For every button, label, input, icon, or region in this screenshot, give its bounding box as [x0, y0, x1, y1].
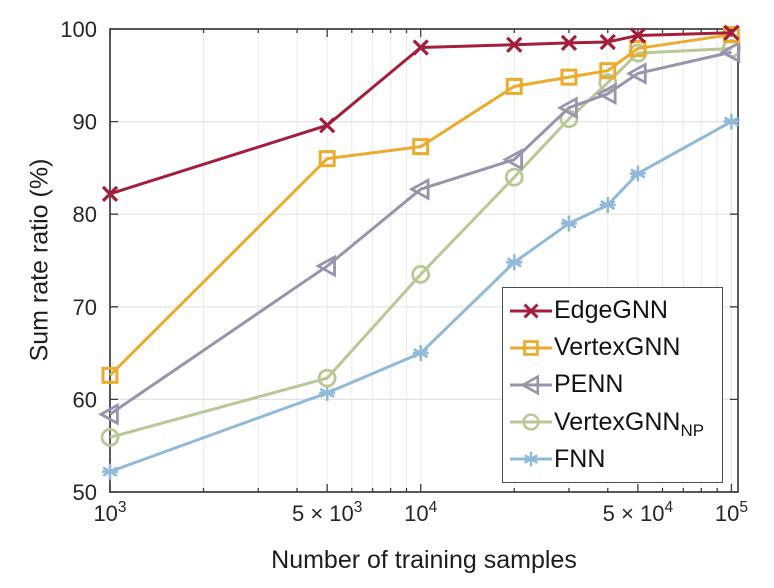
- marker-VertexGNN: [560, 68, 578, 86]
- marker-VertexGNN_NP: [504, 167, 524, 187]
- x-tick-label: 104: [404, 499, 437, 526]
- marker-FNN: [319, 384, 336, 401]
- y-tick-label: 50: [73, 480, 97, 505]
- legend-label-PENN: PENN: [554, 370, 624, 399]
- marker-VertexGNN: [101, 366, 119, 384]
- marker-FNN-legend: [523, 451, 539, 467]
- marker-VertexGNN: [318, 150, 336, 168]
- legend-label-VertexGNN: VertexGNN: [554, 333, 681, 362]
- y-tick-label: 60: [73, 387, 97, 412]
- legend-icon-svg: [510, 339, 552, 356]
- y-axis-label: Sum rate ratio (%): [25, 158, 54, 362]
- legend: EdgeGNN VertexGNN PENN VertexGNNNP FNN: [502, 287, 723, 483]
- marker-VertexGNN-legend: [523, 339, 539, 356]
- axis-ticks: [109, 28, 738, 493]
- marker-VertexGNN: [722, 26, 740, 44]
- marker-VertexGNN: [505, 77, 523, 95]
- marker-PENN: [98, 402, 119, 426]
- y-tick-label: 90: [73, 110, 97, 135]
- marker-VertexGNN_NP-legend: [522, 413, 540, 431]
- series-line-EdgeGNN: [109, 31, 732, 196]
- marker-VertexGNN_NP: [411, 264, 431, 284]
- axes-frame: [109, 28, 739, 493]
- legend-marker-icon-EdgeGNN: [509, 294, 553, 328]
- legend-marker-icon-PENN: [509, 368, 553, 402]
- legend-marker-icon-VertexGNN_NP: [509, 405, 553, 439]
- series-line-FNN: [109, 120, 733, 474]
- marker-EdgeGNN: [319, 117, 336, 134]
- series-VertexGNN: [101, 26, 740, 384]
- legend-label-EdgeGNN: EdgeGNN: [554, 296, 668, 325]
- marker-EdgeGNN: [560, 34, 578, 52]
- marker-PENN-legend: [520, 374, 540, 396]
- marker-EdgeGNN-legend: [523, 303, 539, 319]
- marker-FNN: [723, 113, 740, 130]
- marker-VertexGNN_NP: [559, 109, 579, 129]
- series-EdgeGNN: [101, 24, 740, 202]
- marker-EdgeGNN: [412, 39, 429, 56]
- legend-entry-FNN: FNN: [509, 441, 720, 477]
- legend-label-subscript: NP: [680, 420, 705, 440]
- marker-FNN: [412, 345, 429, 362]
- legend-entry-VertexGNN_NP: VertexGNNNP: [509, 404, 720, 440]
- marker-VertexGNN: [412, 138, 430, 156]
- legend-entry-EdgeGNN: EdgeGNN: [509, 293, 720, 329]
- marker-FNN: [102, 463, 118, 480]
- series-FNN: [102, 113, 740, 480]
- legend-label-FNN: FNN: [554, 444, 606, 473]
- legend-marker-icon-VertexGNN: [509, 331, 553, 365]
- marker-FNN: [599, 196, 616, 213]
- legend-label-VertexGNN_NP: VertexGNNNP: [554, 407, 705, 440]
- marker-PENN: [502, 148, 524, 171]
- legend-icon-svg: [510, 303, 552, 319]
- marker-VertexGNN: [629, 39, 647, 57]
- x-tick-label: 105: [715, 499, 748, 526]
- marker-VertexGNN_NP: [100, 427, 120, 447]
- series-line-VertexGNN: [108, 33, 732, 377]
- x-tick-label: 103: [93, 499, 126, 526]
- legend-entry-PENN: PENN: [509, 367, 720, 403]
- series-PENN: [98, 40, 741, 426]
- marker-VertexGNN_NP: [317, 368, 337, 388]
- x-tick-label: 5 × 103: [292, 499, 362, 526]
- y-tick-label: 70: [73, 295, 97, 320]
- marker-PENN: [408, 177, 430, 201]
- marker-EdgeGNN: [723, 24, 740, 41]
- marker-VertexGNN_NP: [598, 73, 618, 93]
- marker-FNN: [560, 215, 577, 232]
- marker-EdgeGNN: [629, 27, 647, 44]
- y-tick-label: 100: [60, 17, 97, 42]
- marker-EdgeGNN: [101, 185, 119, 202]
- legend-entry-VertexGNN: VertexGNN: [509, 330, 720, 366]
- legend-marker-icon-FNN: [509, 442, 553, 476]
- marker-FNN: [629, 165, 646, 182]
- marker-EdgeGNN: [506, 36, 523, 53]
- x-axis-label: Number of training samples: [271, 546, 577, 574]
- marker-PENN: [625, 62, 647, 85]
- marker-PENN: [595, 82, 617, 106]
- legend-icon-svg: [510, 413, 552, 431]
- x-tick-label: 5 × 104: [603, 499, 674, 526]
- y-tick-label: 80: [73, 202, 97, 227]
- marker-EdgeGNN: [599, 33, 616, 51]
- legend-icon-svg: [510, 374, 552, 396]
- marker-VertexGNN: [599, 62, 617, 80]
- marker-PENN: [719, 40, 741, 64]
- marker-PENN: [315, 254, 336, 278]
- legend-icon-svg: [510, 451, 552, 467]
- marker-FNN: [506, 254, 523, 271]
- marker-PENN: [557, 96, 578, 120]
